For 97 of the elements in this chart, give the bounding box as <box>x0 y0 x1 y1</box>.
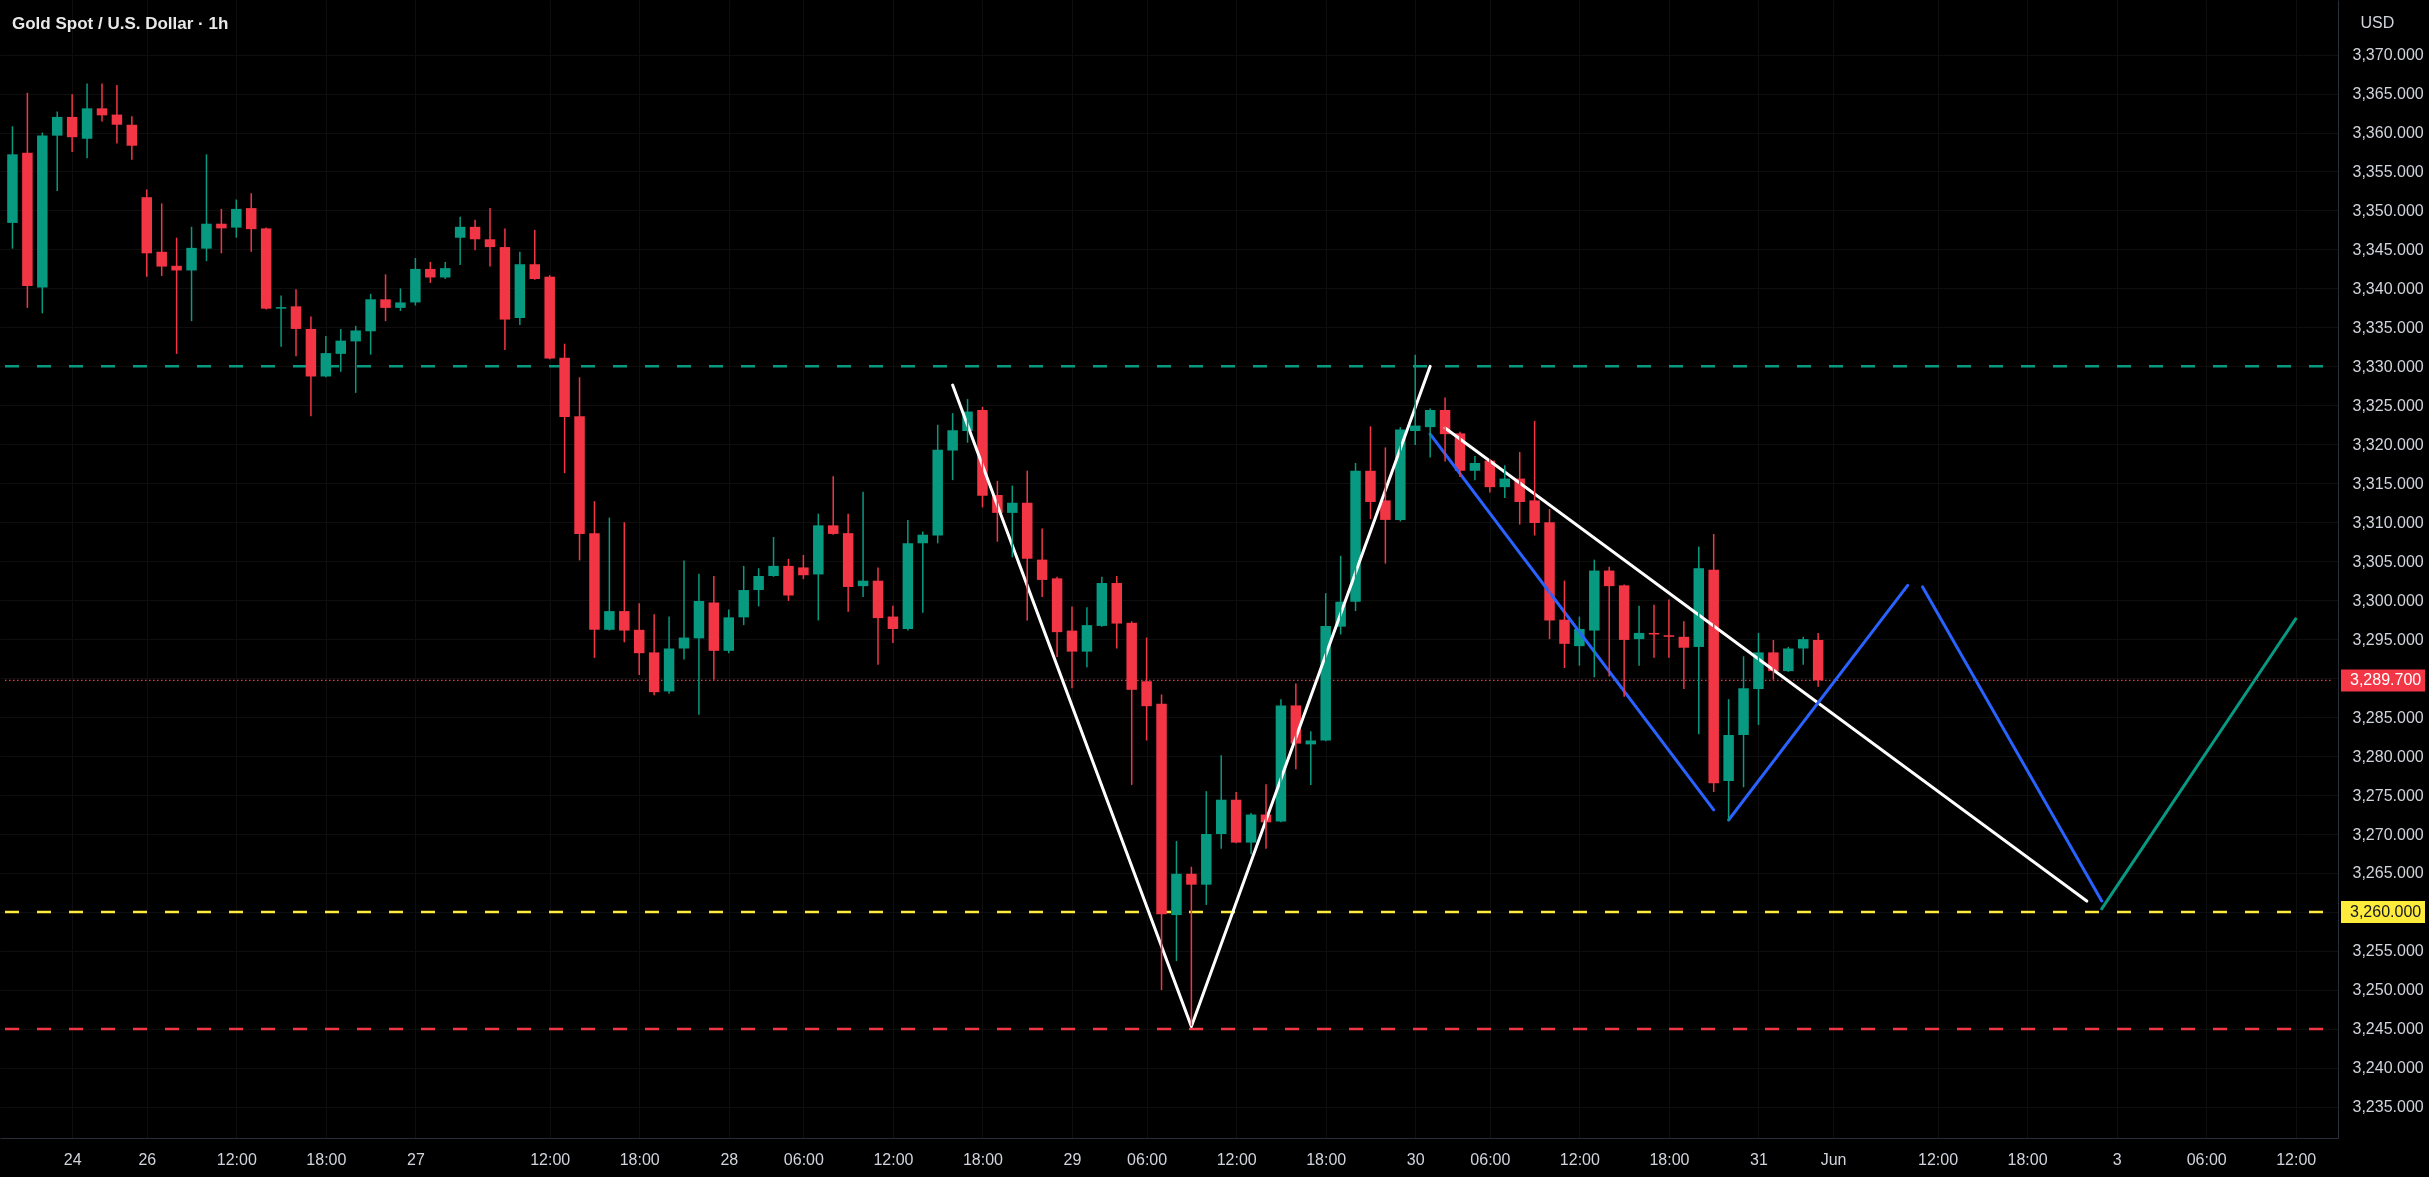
x-tick-label: 27 <box>406 1150 425 1168</box>
y-tick-label: 3,365.000 <box>2352 85 2424 103</box>
x-tick-label: Jun <box>1820 1150 1847 1168</box>
x-tick-label: 26 <box>138 1150 157 1168</box>
x-tick-label: 12:00 <box>1918 1150 1959 1168</box>
x-tick-label: 30 <box>1406 1150 1425 1168</box>
x-tick-label: 31 <box>1750 1150 1768 1168</box>
ref-line-label: 3,289.700 <box>2350 671 2422 689</box>
y-tick-label: 3,235.000 <box>2352 1098 2424 1116</box>
candlestick <box>604 516 615 632</box>
candlestick <box>768 536 779 578</box>
candlestick <box>37 131 48 315</box>
candlestick <box>365 293 376 356</box>
y-tick-label: 3,305.000 <box>2352 552 2424 570</box>
candlestick <box>574 376 585 562</box>
y-tick-label: 3,345.000 <box>2352 240 2424 258</box>
y-tick-label: 3,280.000 <box>2352 747 2424 765</box>
x-tick-label: 18:00 <box>962 1150 1004 1168</box>
candlestick <box>22 92 33 309</box>
y-tick-label: 3,330.000 <box>2352 357 2424 375</box>
text: Gold Spot / U.S. Dollar · 1h <box>12 14 229 33</box>
candlestick <box>410 257 421 307</box>
y-tick-label: 3,250.000 <box>2352 981 2424 999</box>
candlestick <box>1589 558 1600 679</box>
candlestick <box>201 153 212 262</box>
candlestick <box>1529 420 1540 537</box>
candlestick <box>619 521 630 644</box>
candlestick <box>395 287 406 312</box>
candlestick <box>544 274 555 361</box>
candlestick <box>1663 598 1675 659</box>
candlestick <box>798 554 809 580</box>
candlestick <box>559 342 570 474</box>
candlestick <box>231 198 242 239</box>
y-tick-label: 3,255.000 <box>2352 942 2424 960</box>
candlestick <box>1171 840 1182 962</box>
candlestick <box>947 412 958 481</box>
y-tick-label: 3,370.000 <box>2352 46 2424 64</box>
candlestick <box>1380 446 1391 565</box>
ref-line-label: 3,260.000 <box>2350 902 2422 920</box>
y-tick-label: 3,240.000 <box>2352 1059 2424 1077</box>
candlestick <box>1186 866 1197 1027</box>
y-tick-label: 3,360.000 <box>2352 124 2424 142</box>
y-tick-label: 3,285.000 <box>2352 708 2424 726</box>
x-tick-label: 29 <box>1063 1150 1082 1168</box>
candlestick <box>1738 655 1749 788</box>
candlestick <box>7 125 18 250</box>
y-tick-label: 3,265.000 <box>2352 864 2424 882</box>
x-tick-label: 06:00 <box>2186 1150 2227 1168</box>
candlestick <box>275 294 287 348</box>
y-tick-label: 3,340.000 <box>2352 279 2424 297</box>
candlestick <box>589 500 600 659</box>
y-tick-label: 3,325.000 <box>2352 396 2424 414</box>
y-tick-label: 3,300.000 <box>2352 591 2424 609</box>
candlestick <box>1544 508 1555 640</box>
x-tick-label: 12:00 <box>873 1150 914 1168</box>
y-tick-label: 3,335.000 <box>2352 318 2424 336</box>
candlestick <box>783 558 794 602</box>
x-tick-label: 28 <box>720 1150 739 1168</box>
y-tick-label: 3,310.000 <box>2352 513 2424 531</box>
y-tick-label: 3,295.000 <box>2352 630 2424 648</box>
candlestick <box>932 424 943 545</box>
x-tick-label: 24 <box>63 1150 82 1168</box>
y-tick-label: 3,350.000 <box>2352 201 2424 219</box>
candlestick <box>1365 425 1376 520</box>
x-tick-label: 3 <box>2112 1150 2122 1168</box>
x-tick-label: 06:00 <box>1470 1150 1511 1168</box>
y-tick-label: 3,320.000 <box>2352 435 2424 453</box>
y-tick-label: 3,245.000 <box>2352 1020 2424 1038</box>
candlestick <box>1559 579 1570 669</box>
candlestick <box>1007 484 1018 559</box>
candlestick <box>813 512 824 622</box>
x-tick-label: 18:00 <box>1306 1150 1347 1168</box>
y-tick-label: 3,355.000 <box>2352 162 2424 180</box>
candlestick <box>186 226 197 322</box>
candlestick <box>380 273 391 322</box>
candlestick <box>156 202 167 277</box>
candlestick <box>738 565 749 626</box>
x-tick-label: 12:00 <box>2276 1150 2317 1168</box>
x-tick-label: 12:00 <box>1216 1150 1257 1168</box>
candlestick <box>1156 693 1167 991</box>
x-tick-label: 06:00 <box>783 1150 824 1168</box>
x-tick-label: 12:00 <box>1559 1150 1600 1168</box>
x-tick-label: 18:00 <box>2007 1150 2048 1168</box>
y-tick-label: 3,275.000 <box>2352 786 2424 804</box>
y-axis-title: USD <box>2360 13 2395 31</box>
x-tick-label: 12:00 <box>216 1150 257 1168</box>
y-tick-label: 3,315.000 <box>2352 474 2424 492</box>
x-tick-label: 12:00 <box>530 1150 571 1168</box>
candlestick <box>1783 646 1794 673</box>
x-tick-label: 18:00 <box>306 1150 347 1168</box>
candlestick <box>1723 698 1734 822</box>
candlestick <box>1201 790 1212 906</box>
x-tick-label: 18:00 <box>619 1150 660 1168</box>
y-tick-label: 3,270.000 <box>2352 825 2424 843</box>
x-tick-label: 06:00 <box>1127 1150 1168 1168</box>
candlestick <box>753 567 764 608</box>
x-tick-label: 18:00 <box>1649 1150 1690 1168</box>
